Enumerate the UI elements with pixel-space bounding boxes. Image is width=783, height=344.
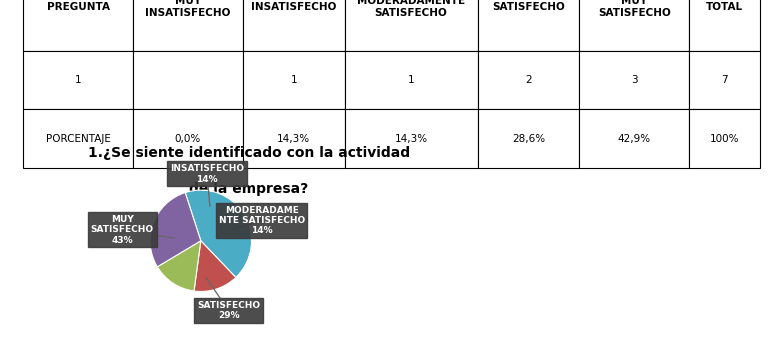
Wedge shape [157, 241, 200, 291]
Text: MODERADAME
NTE SATISFECHO
14%: MODERADAME NTE SATISFECHO 14% [218, 206, 305, 235]
Text: de la empresa?: de la empresa? [189, 182, 309, 196]
Wedge shape [194, 241, 236, 291]
Text: 1.¿Se siente identificado con la actividad: 1.¿Se siente identificado con la activid… [88, 146, 410, 160]
Wedge shape [150, 193, 200, 267]
Text: SATISFECHO
29%: SATISFECHO 29% [197, 277, 260, 321]
Text: INSATISFECHO
14%: INSATISFECHO 14% [170, 164, 244, 206]
Wedge shape [185, 190, 251, 278]
Text: MUY
SATISFECHO
43%: MUY SATISFECHO 43% [91, 215, 175, 245]
